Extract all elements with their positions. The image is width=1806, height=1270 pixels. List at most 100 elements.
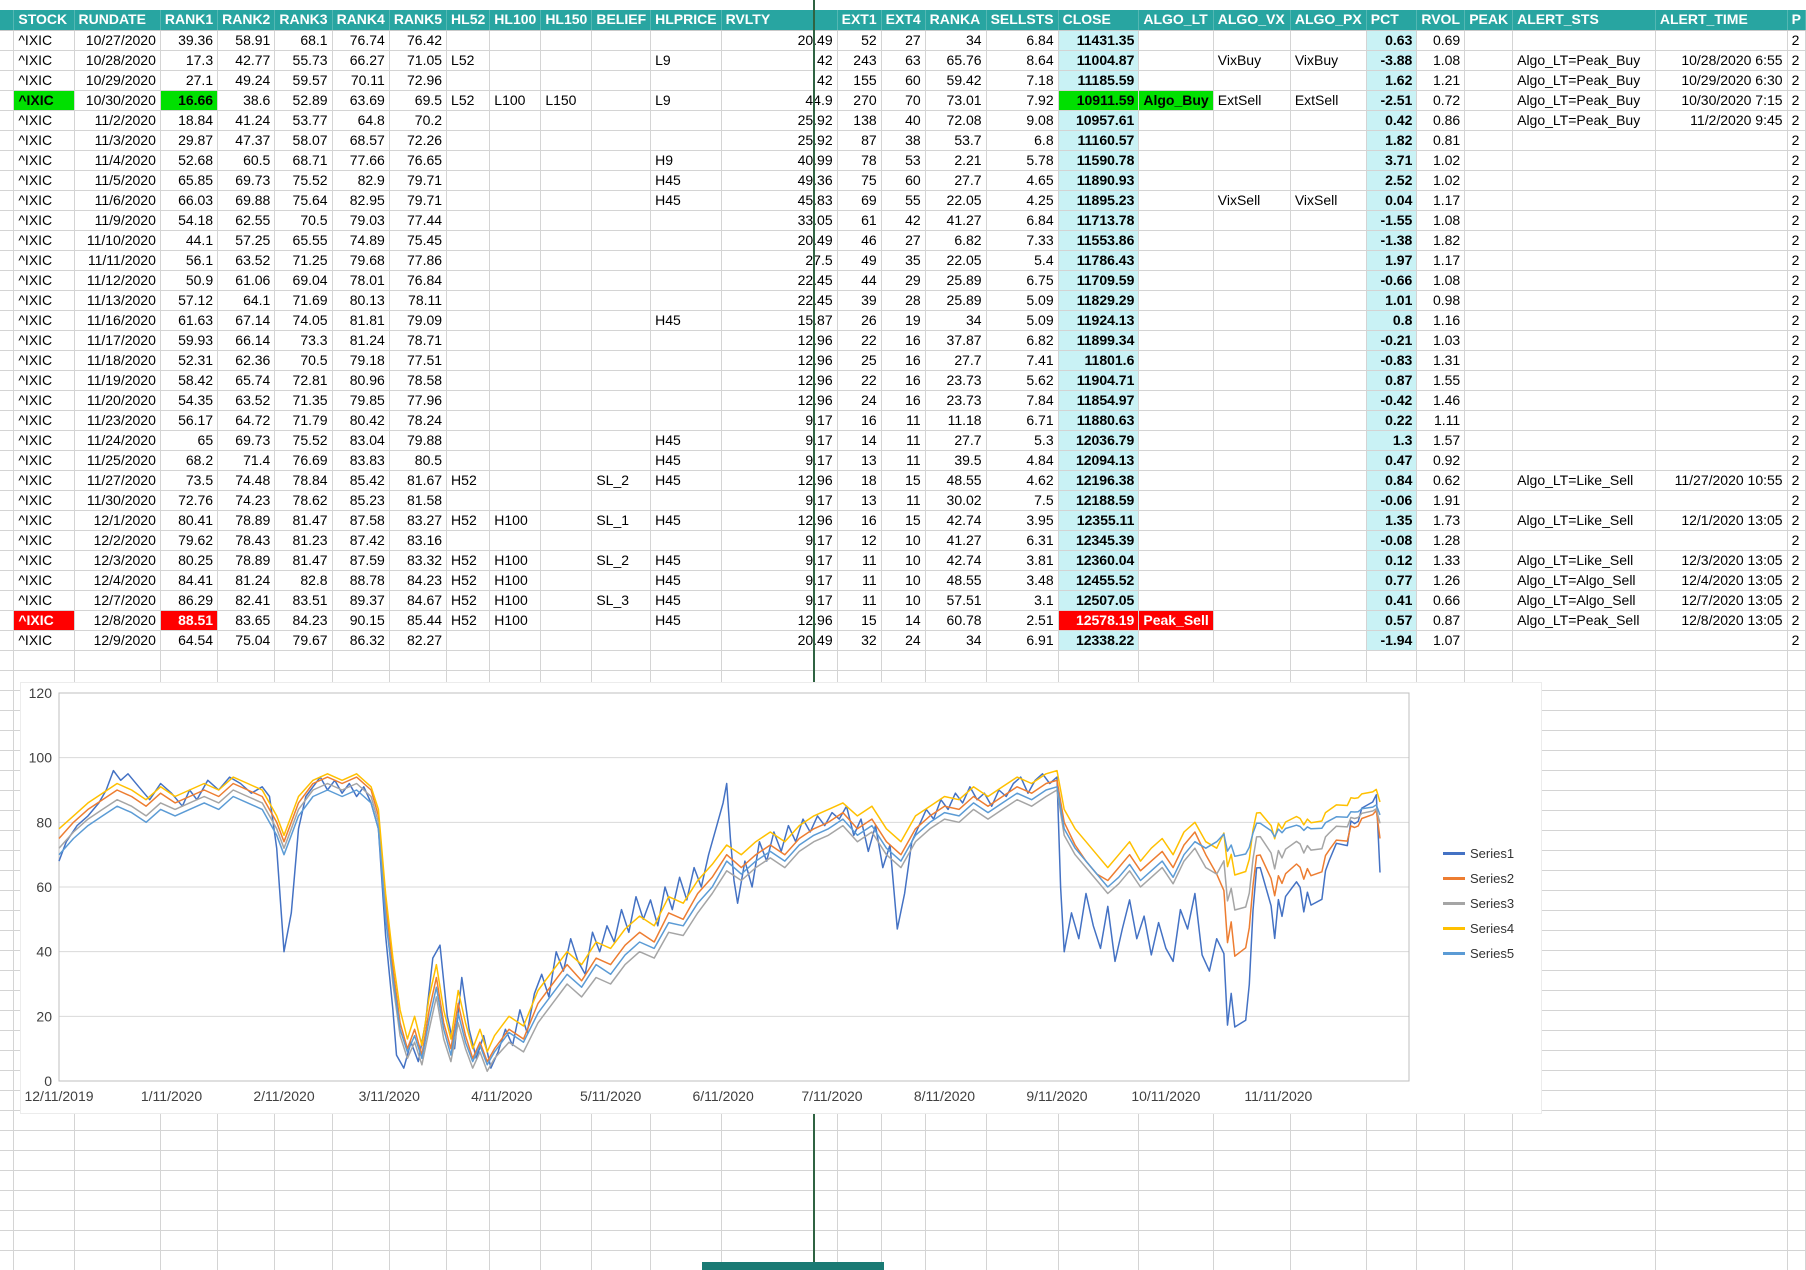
cell-ext1[interactable]: 243 [837, 50, 882, 71]
cell-sellsts[interactable]: 4.65 [986, 170, 1059, 191]
cell-gutter[interactable] [0, 1230, 15, 1251]
cell-hl52[interactable] [446, 530, 491, 551]
cell-pcut[interactable]: 2 [1787, 410, 1806, 431]
cell-alert_sts[interactable]: Algo_LT=Peak_Buy [1512, 110, 1656, 131]
cell-sellsts[interactable]: 6.8 [986, 130, 1059, 151]
cell-rank2[interactable] [217, 650, 276, 671]
cell-belief[interactable] [591, 1130, 652, 1151]
cell-rvlty[interactable]: 33.05 [721, 210, 838, 231]
cell-hl150[interactable] [540, 210, 593, 231]
cell-algo_vx[interactable]: VixSell [1213, 190, 1291, 211]
cell-close[interactable]: 11890.93 [1058, 170, 1140, 191]
cell-pcut[interactable] [1787, 1130, 1806, 1151]
cell-sellsts[interactable] [986, 650, 1059, 671]
cell-hl150[interactable] [540, 430, 593, 451]
cell-sellsts[interactable] [986, 1110, 1059, 1131]
cell-rank2[interactable]: 61.06 [217, 270, 276, 291]
cell-close[interactable]: 12345.39 [1058, 530, 1140, 551]
cell-gutter[interactable] [0, 1250, 15, 1270]
cell-gutter[interactable] [0, 1090, 15, 1111]
cell-algo_lt[interactable] [1138, 1250, 1214, 1270]
cell-ranka[interactable]: 34 [925, 30, 987, 51]
cell-hl100[interactable] [489, 530, 542, 551]
cell-rank1[interactable]: 80.41 [160, 510, 219, 531]
column-header-ext4[interactable]: EXT4 [881, 10, 926, 31]
cell-alert_sts[interactable] [1512, 1190, 1656, 1211]
cell-peak[interactable] [1464, 510, 1514, 531]
cell-rvol[interactable]: 1.03 [1416, 330, 1466, 351]
cell-algo_vx[interactable] [1213, 70, 1291, 91]
cell-belief[interactable] [591, 210, 652, 231]
cell-rundate[interactable]: 12/7/2020 [74, 590, 161, 611]
cell-hl100[interactable] [489, 410, 542, 431]
cell-rank1[interactable]: 54.35 [160, 390, 219, 411]
cell-sellsts[interactable]: 5.3 [986, 430, 1059, 451]
cell-rank1[interactable]: 65 [160, 430, 219, 451]
cell-rank4[interactable]: 68.57 [332, 130, 390, 151]
cell-alert_time[interactable] [1655, 250, 1788, 271]
cell-ext4[interactable]: 24 [881, 630, 926, 651]
cell-hlprice[interactable] [650, 1170, 722, 1191]
cell-rank3[interactable]: 81.47 [274, 550, 333, 571]
cell-rank5[interactable]: 76.42 [389, 30, 448, 51]
cell-ext4[interactable]: 19 [881, 310, 926, 331]
cell-hl150[interactable]: L150 [540, 90, 593, 111]
cell-algo_px[interactable] [1290, 1190, 1367, 1211]
cell-belief[interactable] [591, 230, 652, 251]
cell-belief[interactable] [591, 150, 652, 171]
cell-pct[interactable] [1366, 1250, 1418, 1270]
cell-alert_time[interactable] [1655, 810, 1788, 831]
cell-belief[interactable] [591, 250, 652, 271]
cell-gutter[interactable] [0, 150, 15, 171]
cell-alert_time[interactable] [1655, 310, 1788, 331]
column-header-rank4[interactable]: RANK4 [332, 10, 390, 31]
column-header-algo_lt[interactable]: ALGO_LT [1138, 10, 1214, 31]
cell-hlprice[interactable] [650, 410, 722, 431]
column-header-hl52[interactable]: HL52 [446, 10, 491, 31]
cell-rank5[interactable] [389, 1230, 448, 1251]
cell-alert_time[interactable] [1655, 1150, 1788, 1171]
cell-ext4[interactable]: 40 [881, 110, 926, 131]
cell-pcut[interactable] [1787, 1210, 1806, 1231]
cell-ext4[interactable]: 10 [881, 550, 926, 571]
cell-rank3[interactable]: 83.51 [274, 590, 333, 611]
cell-pcut[interactable]: 2 [1787, 330, 1806, 351]
cell-stock[interactable]: ^IXIC [13, 410, 75, 431]
cell-hlprice[interactable]: H45 [650, 170, 722, 191]
cell-rank4[interactable]: 89.37 [332, 590, 390, 611]
cell-alert_time[interactable] [1655, 270, 1788, 291]
cell-ext4[interactable]: 11 [881, 490, 926, 511]
cell-stock[interactable]: ^IXIC [13, 210, 75, 231]
cell-sellsts[interactable]: 6.31 [986, 530, 1059, 551]
cell-ranka[interactable]: 25.89 [925, 290, 987, 311]
cell-hlprice[interactable]: H45 [650, 430, 722, 451]
cell-hl150[interactable] [540, 30, 593, 51]
cell-rank1[interactable]: 72.76 [160, 490, 219, 511]
cell-ext1[interactable]: 16 [837, 410, 882, 431]
cell-hlprice[interactable]: H45 [650, 590, 722, 611]
cell-gutter[interactable] [0, 670, 15, 691]
cell-ext4[interactable]: 28 [881, 290, 926, 311]
cell-algo_vx[interactable] [1213, 370, 1291, 391]
cell-pcut[interactable] [1787, 830, 1806, 851]
cell-rank4[interactable] [332, 1130, 390, 1151]
cell-rank4[interactable]: 78.01 [332, 270, 390, 291]
cell-stock[interactable]: ^IXIC [13, 330, 75, 351]
cell-algo_lt[interactable] [1138, 530, 1214, 551]
cell-close[interactable]: 12578.19 [1058, 610, 1140, 631]
cell-alert_time[interactable]: 12/3/2020 13:05 [1655, 550, 1788, 571]
cell-hl100[interactable] [489, 450, 542, 471]
cell-rank4[interactable]: 82.9 [332, 170, 390, 191]
cell-sellsts[interactable] [986, 1250, 1059, 1270]
cell-gutter[interactable] [0, 210, 15, 231]
cell-close[interactable] [1058, 1170, 1140, 1191]
cell-algo_lt[interactable] [1138, 330, 1214, 351]
cell-peak[interactable] [1464, 1130, 1514, 1151]
cell-rank4[interactable]: 79.18 [332, 350, 390, 371]
cell-algo_px[interactable] [1290, 1230, 1367, 1251]
cell-ext4[interactable]: 27 [881, 30, 926, 51]
cell-hl150[interactable] [540, 1130, 593, 1151]
cell-hl100[interactable] [489, 190, 542, 211]
cell-close[interactable]: 10911.59 [1058, 90, 1140, 111]
cell-gutter[interactable] [0, 1210, 15, 1231]
